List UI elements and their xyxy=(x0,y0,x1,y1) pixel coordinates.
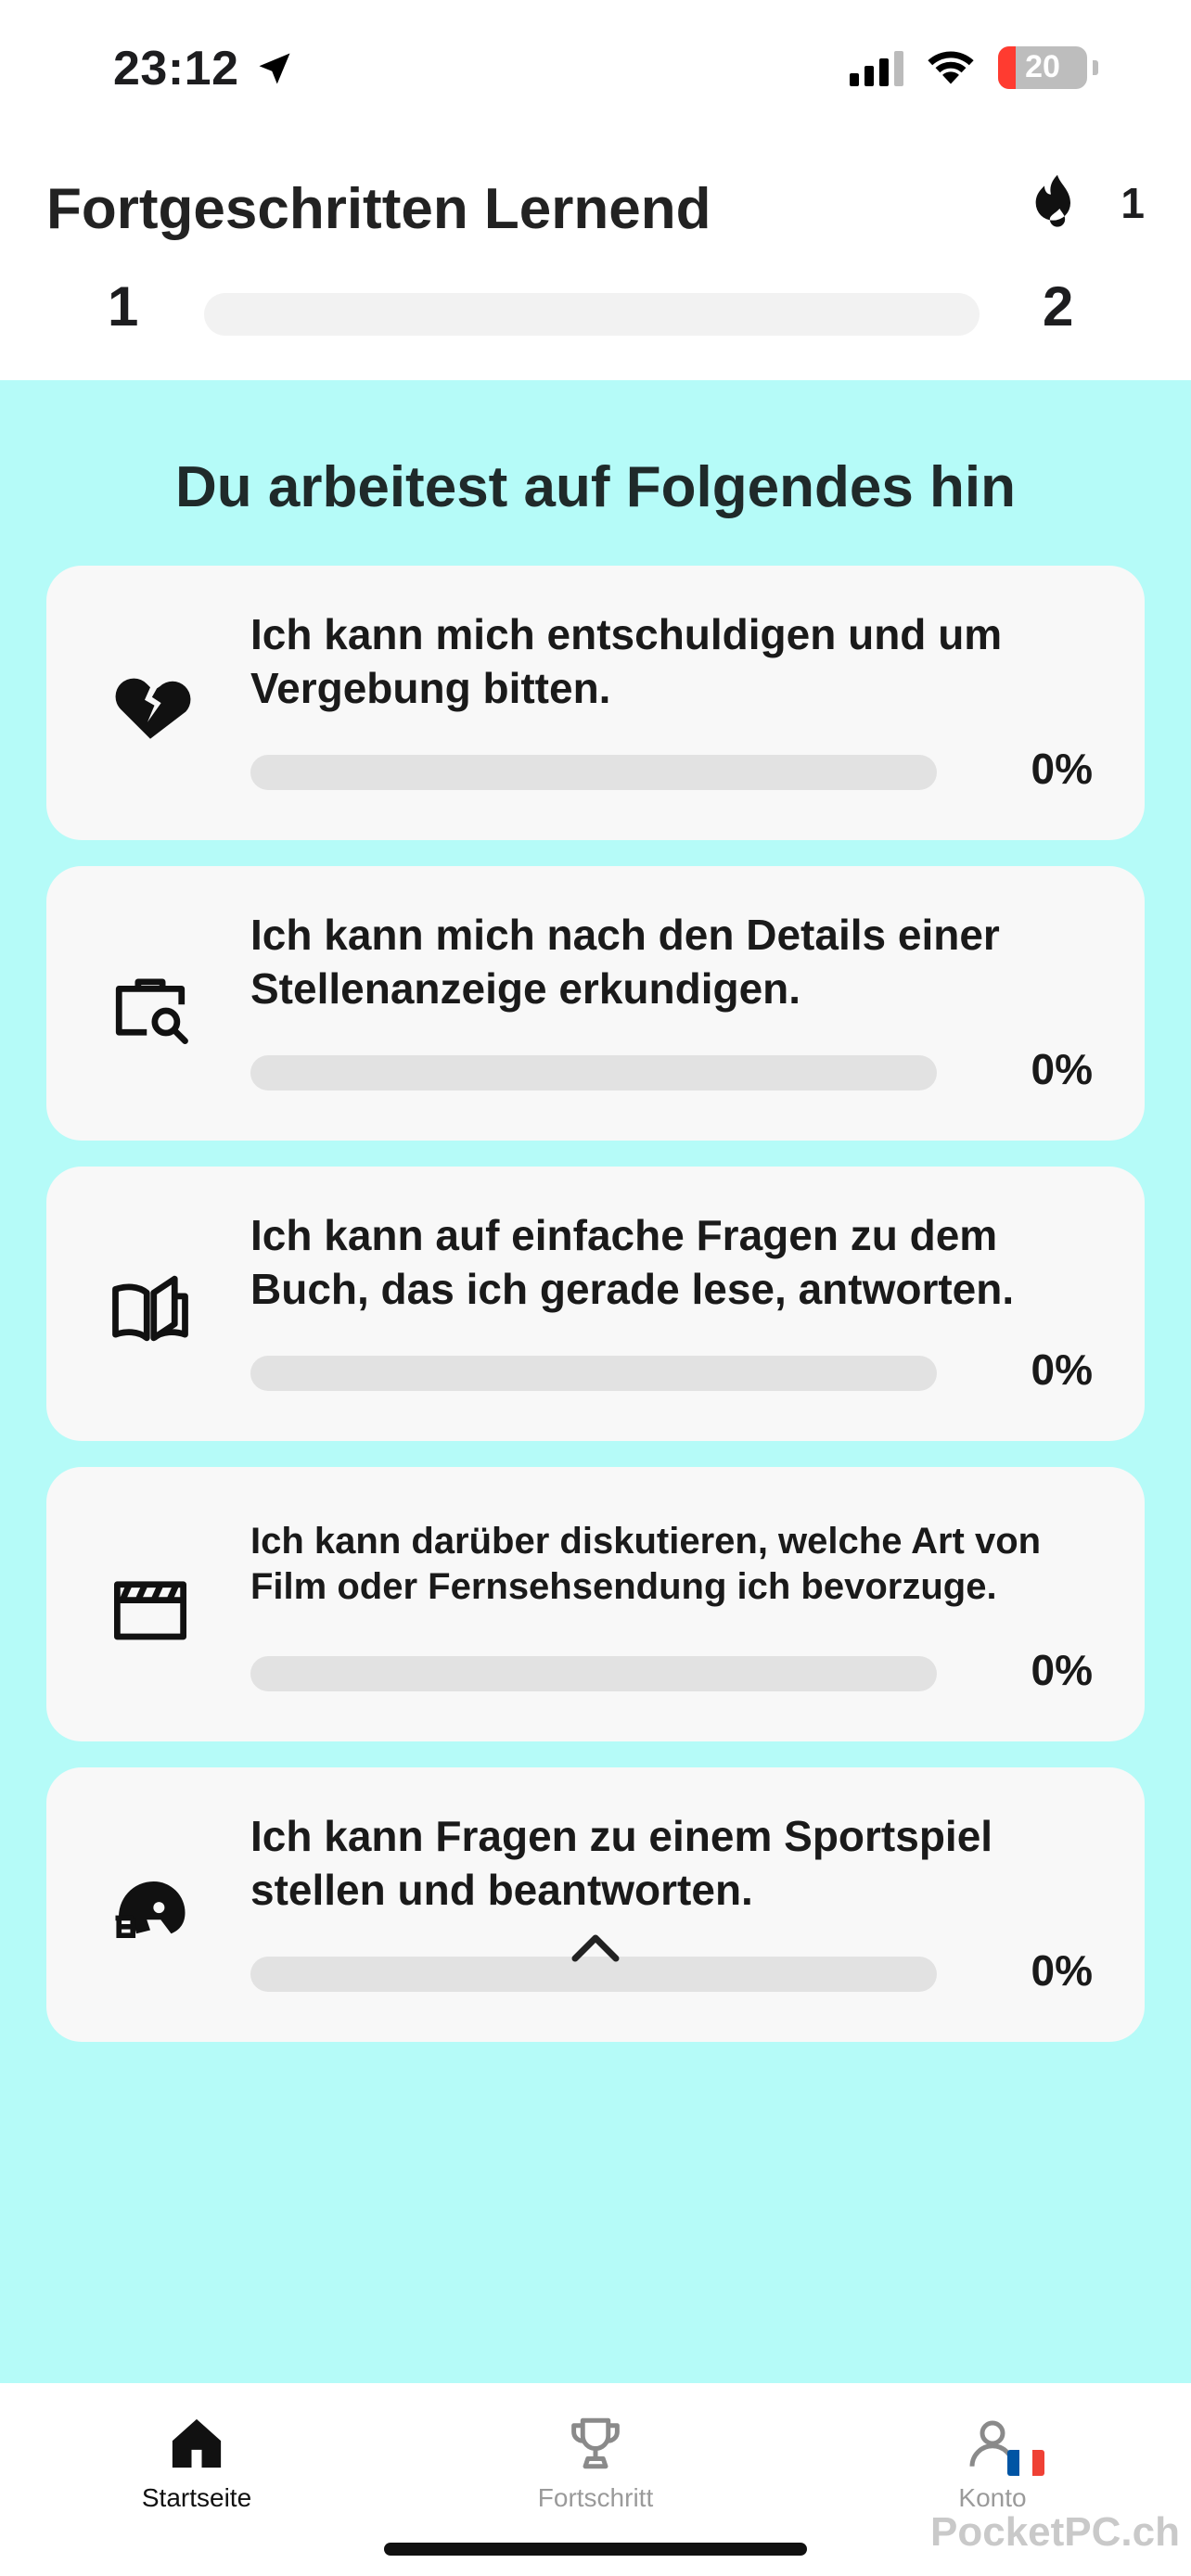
goal-list: Ich kann mich entschuldigen und um Verge… xyxy=(46,566,1145,2068)
level-header: Fortgeschritten Lernend 1 1 2 xyxy=(0,139,1191,380)
broken-heart-icon xyxy=(104,666,197,749)
goal-percent: 0% xyxy=(1031,1646,1093,1694)
clapperboard-icon xyxy=(104,1567,197,1651)
goal-text: Ich kann mich entschuldigen und um Verge… xyxy=(250,610,1003,712)
goal-card[interactable]: Ich kann darüber diskutieren, welche Art… xyxy=(46,1467,1145,1741)
goal-text: Ich kann auf einfache Fragen zu dem Buch… xyxy=(250,1211,1015,1313)
goal-progress-bar xyxy=(250,1957,937,1992)
battery-fill xyxy=(998,45,1017,89)
cellular-signal-icon xyxy=(850,49,903,86)
goal-percent: 0% xyxy=(1031,1345,1093,1394)
tab-account[interactable]: Konto xyxy=(881,2413,1104,2513)
goal-percent: 0% xyxy=(1031,1045,1093,1093)
goal-progress-bar xyxy=(250,1656,937,1691)
french-flag-icon xyxy=(1007,2450,1044,2476)
goal-progress-bar xyxy=(250,1055,937,1090)
goal-card[interactable]: Ich kann mich entschuldigen und um Verge… xyxy=(46,566,1145,840)
goal-card[interactable]: Ich kann mich nach den Details einer Ste… xyxy=(46,866,1145,1141)
goal-percent: 0% xyxy=(1031,745,1093,793)
bottom-tab-bar: Startseite Fortschritt Konto xyxy=(0,2383,1191,2576)
battery-percent: 20 xyxy=(1025,49,1060,84)
goal-text: Ich kann mich nach den Details einer Ste… xyxy=(250,911,1000,1013)
goal-card[interactable]: Ich kann Fragen zu einem Sportspiel stel… xyxy=(46,1767,1145,2042)
level-next: 2 xyxy=(1043,275,1074,338)
level-progress-bar xyxy=(204,293,980,336)
status-bar: 23:12 20 xyxy=(0,0,1191,139)
battery-icon: 20 xyxy=(998,45,1087,89)
goal-text: Ich kann Fragen zu einem Sportspiel stel… xyxy=(250,1812,993,1914)
tab-progress[interactable]: Fortschritt xyxy=(484,2413,707,2513)
wifi-icon xyxy=(924,45,978,90)
watermark: PocketPC.ch xyxy=(930,2509,1180,2555)
level-progress-row: 1 2 xyxy=(0,269,1191,343)
streak-counter[interactable]: 1 xyxy=(1031,172,1145,234)
tab-home-label: Startseite xyxy=(141,2483,252,2512)
chevron-up-icon[interactable] xyxy=(568,1929,623,1966)
goal-progress-bar xyxy=(250,755,937,790)
goal-percent: 0% xyxy=(1031,1946,1093,1995)
tab-home[interactable]: Startseite xyxy=(85,2413,308,2513)
tab-progress-label: Fortschritt xyxy=(537,2483,654,2512)
flame-icon xyxy=(1036,174,1071,227)
tab-account-label: Konto xyxy=(958,2483,1027,2512)
goal-text: Ich kann darüber diskutieren, welche Art… xyxy=(250,1521,1042,1608)
battery-cap xyxy=(1093,59,1098,75)
status-indicators: 20 xyxy=(850,45,1098,90)
football-helmet-icon xyxy=(104,1868,197,1951)
section-title: Du arbeitest auf Folgendes hin xyxy=(175,455,1016,519)
level-title: Fortgeschritten Lernend xyxy=(46,177,711,241)
goal-progress-bar xyxy=(250,1356,937,1391)
home-indicator[interactable] xyxy=(384,2543,807,2556)
trophy-icon xyxy=(571,2417,620,2469)
status-time: 23:12 xyxy=(113,41,295,96)
goal-card[interactable]: Ich kann auf einfache Fragen zu dem Buch… xyxy=(46,1167,1145,1441)
briefcase-search-icon xyxy=(104,966,197,1050)
home-icon xyxy=(172,2418,222,2468)
open-book-icon xyxy=(104,1267,197,1350)
streak-count: 1 xyxy=(1121,179,1145,227)
goals-section: Du arbeitest auf Folgendes hin Ich kann … xyxy=(0,380,1191,2383)
clock-text: 23:12 xyxy=(113,42,239,96)
location-arrow-icon xyxy=(259,53,289,84)
level-current: 1 xyxy=(108,275,139,338)
